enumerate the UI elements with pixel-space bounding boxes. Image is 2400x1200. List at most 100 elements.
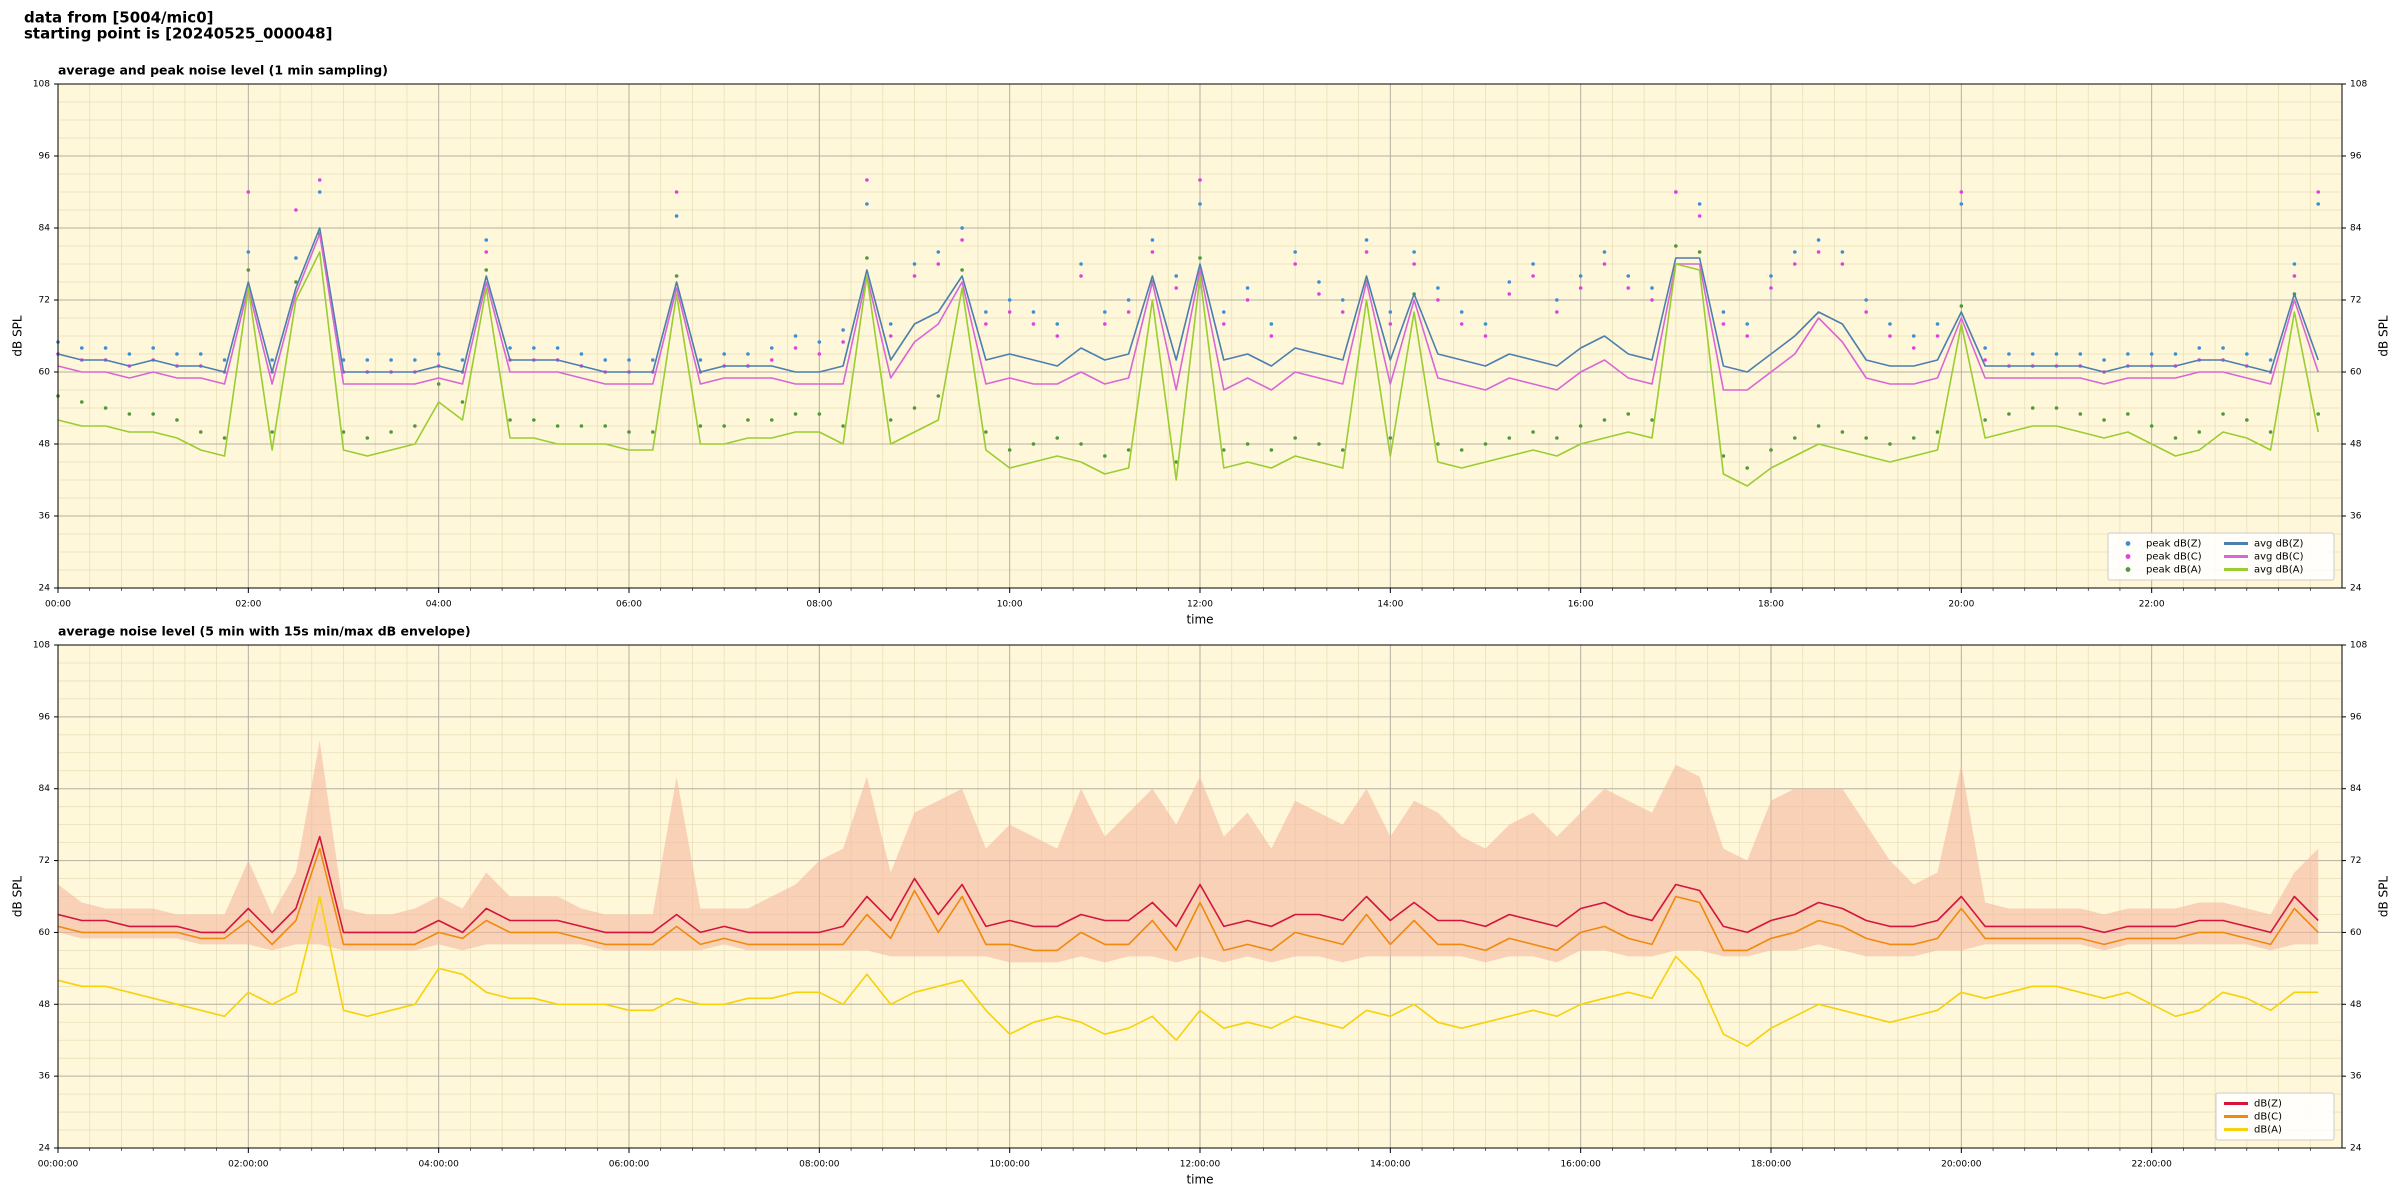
peak-point (79, 346, 84, 350)
peak-point (1983, 418, 1987, 422)
peak-point (1745, 466, 1750, 470)
peak-point (793, 346, 798, 350)
y2-tick-label: 96 (2350, 152, 2362, 162)
peak-point (1555, 310, 1559, 314)
peak-point (2126, 412, 2130, 416)
peak-point (650, 430, 655, 434)
peak-point (1578, 286, 1583, 290)
y2-tick-label: 24 (2350, 1144, 2362, 1154)
legend-label: avg dB(A) (2254, 565, 2304, 576)
y2-tick-label: 60 (2350, 928, 2362, 938)
peak-point (603, 424, 608, 428)
peak-point (1031, 310, 1036, 314)
peak-point (912, 406, 917, 410)
peak-point (1007, 298, 1012, 302)
peak-point (151, 346, 155, 350)
y2-tick-label: 36 (2350, 512, 2362, 522)
peak-point (175, 352, 179, 356)
peak-point (1436, 286, 1440, 290)
peak-point (936, 262, 941, 266)
y2-tick-label: 108 (2350, 80, 2367, 90)
peak-point (365, 358, 370, 362)
peak-point (722, 424, 726, 428)
y-tick-label: 60 (39, 368, 51, 378)
peak-point (1198, 202, 1202, 206)
peak-point (769, 418, 774, 422)
peak-point (508, 346, 512, 350)
peak-point (1840, 262, 1845, 266)
peak-point (1721, 310, 1726, 314)
legend-marker (2125, 541, 2131, 546)
peak-point (865, 202, 869, 206)
peak-point (1317, 292, 1321, 296)
peak-point (1436, 298, 1440, 302)
peak-point (746, 418, 750, 422)
peak-point (1364, 238, 1369, 242)
peak-point (1079, 262, 1083, 266)
peak-point (103, 406, 108, 410)
peak-point (294, 256, 298, 260)
peak-point (769, 346, 774, 350)
y-tick-label: 96 (39, 152, 51, 162)
peak-point (1769, 274, 1773, 278)
peak-point (484, 250, 489, 254)
peak-point (1911, 334, 1916, 338)
peak-point (1388, 310, 1393, 314)
peak-point (389, 358, 393, 362)
peak-point (2221, 412, 2225, 416)
peak-point (1792, 262, 1797, 266)
y-tick-label: 36 (39, 1072, 51, 1082)
peak-point (1340, 298, 1345, 302)
x-tick-label: 12:00:00 (1180, 1160, 1221, 1170)
peak-point (79, 400, 84, 404)
x-tick-label: 14:00 (1377, 600, 1403, 610)
peak-point (2054, 352, 2059, 356)
chart: 24 24 36 36 48 48 60 60 72 72 84 84 96 96 108 108 00:00:… (11, 624, 2391, 1187)
y2-tick-label: 84 (2350, 784, 2362, 794)
peak-point (1340, 310, 1345, 314)
peak-point (1269, 334, 1274, 338)
peak-point (1769, 448, 1773, 452)
peak-point (151, 412, 155, 416)
source-header: data from [5004/mic0] (24, 9, 214, 27)
peak-point (1555, 298, 1559, 302)
legend-label: peak dB(Z) (2146, 539, 2202, 550)
peak-point (2007, 352, 2011, 356)
y-tick-label: 108 (33, 80, 50, 90)
x-axis-label: time (1186, 1173, 1213, 1187)
y2-tick-label: 24 (2350, 584, 2362, 594)
peak-point (1602, 418, 1607, 422)
x-tick-label: 18:00 (1758, 600, 1784, 610)
peak-point (1126, 298, 1131, 302)
legend-label: avg dB(C) (2254, 552, 2304, 563)
peak-point (1293, 436, 1297, 440)
peak-point (1103, 310, 1107, 314)
peak-point (127, 412, 132, 416)
y2-tick-label: 48 (2350, 440, 2362, 450)
peak-point (912, 262, 917, 266)
peak-point (1745, 334, 1750, 338)
peak-point (1816, 424, 1821, 428)
legend-label: dB(A) (2254, 1125, 2282, 1136)
peak-point (1031, 322, 1036, 326)
envelope-area (58, 740, 2319, 963)
peak-point (960, 238, 964, 242)
peak-point (1531, 262, 1535, 266)
peak-point (2030, 406, 2035, 410)
peak-point (1483, 334, 1488, 338)
peak-point (627, 358, 631, 362)
peak-point (2245, 352, 2249, 356)
peak-point (294, 208, 298, 212)
x-tick-label: 20:00:00 (1941, 1160, 1982, 1170)
peak-point (865, 256, 869, 260)
peak-point (1221, 310, 1226, 314)
peak-point (1888, 442, 1892, 446)
peak-point (1911, 346, 1916, 350)
peak-point (1745, 322, 1750, 326)
peak-point (1507, 292, 1512, 296)
peak-point (1935, 334, 1940, 338)
peak-point (1674, 244, 1678, 248)
legend-marker (2125, 554, 2131, 559)
series-line (57, 847, 2319, 952)
peak-point (1650, 418, 1654, 422)
